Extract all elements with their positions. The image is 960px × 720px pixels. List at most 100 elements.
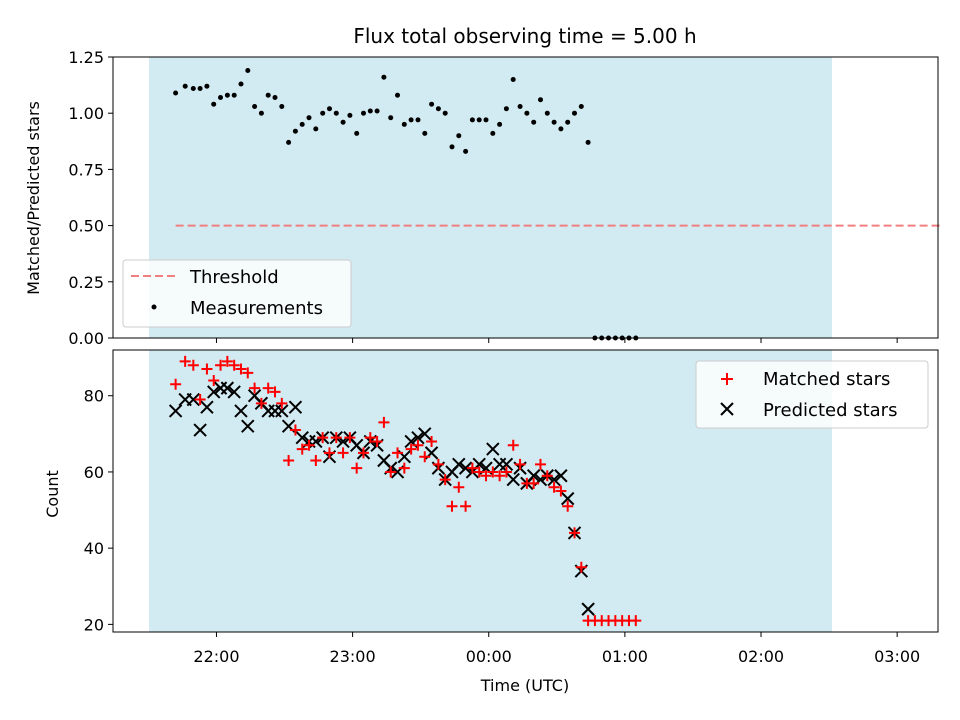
matched-legend-label: Matched stars bbox=[763, 369, 890, 390]
measurement-point bbox=[299, 121, 305, 127]
predicted-star-point bbox=[220, 381, 235, 395]
measurement-point bbox=[435, 106, 441, 112]
matched-star-point bbox=[630, 615, 642, 627]
matched-star-point bbox=[534, 458, 546, 470]
matched-star-point bbox=[351, 462, 363, 474]
predicted-star-point bbox=[581, 602, 595, 616]
measurement-point bbox=[538, 97, 543, 103]
matched-star-point bbox=[228, 359, 240, 371]
matched-star-point bbox=[392, 447, 404, 459]
predicted-star-point bbox=[411, 430, 425, 445]
measurement-point bbox=[279, 104, 285, 109]
top-legend-box bbox=[122, 259, 352, 328]
predicted-star-point bbox=[200, 400, 214, 414]
measurement-point bbox=[190, 86, 196, 91]
measurement-point bbox=[272, 95, 278, 100]
measurement-point bbox=[442, 110, 448, 116]
predicted-star-point bbox=[288, 400, 303, 414]
top-y-axis-label: Matched/Predicted stars bbox=[24, 101, 43, 295]
measurement-point bbox=[204, 83, 210, 89]
measurement-point bbox=[524, 110, 530, 116]
matched-star-point bbox=[500, 466, 512, 478]
measurement-point bbox=[388, 115, 394, 121]
matched-star-point bbox=[541, 470, 553, 482]
predicted-star-point bbox=[207, 385, 221, 399]
measurement-point bbox=[422, 130, 428, 136]
predicted-star-point bbox=[227, 385, 241, 399]
matched-star-point bbox=[194, 394, 206, 406]
measurement-point bbox=[306, 115, 312, 121]
measurement-point bbox=[367, 108, 373, 114]
matched-star-point bbox=[398, 462, 410, 474]
matched-star-point bbox=[569, 527, 581, 539]
matched-star-point bbox=[296, 443, 308, 455]
matched-star-point bbox=[303, 439, 315, 451]
measurement-point bbox=[381, 74, 387, 80]
predicted-star-point bbox=[418, 427, 432, 441]
matched-star-point bbox=[426, 435, 438, 447]
matched-star-point bbox=[249, 382, 261, 394]
predicted-star-point bbox=[486, 442, 500, 456]
matched-star-point bbox=[507, 439, 519, 451]
matched-star-point bbox=[344, 432, 356, 444]
predicted-star-point bbox=[554, 469, 568, 483]
matched-star-point bbox=[548, 481, 560, 493]
matched-star-point bbox=[289, 424, 301, 436]
measurement-point bbox=[197, 86, 203, 91]
matched-star-point bbox=[439, 474, 451, 486]
measurement-point bbox=[429, 101, 435, 107]
measurements-legend-label: Measurements bbox=[190, 298, 323, 319]
measurement-point bbox=[347, 112, 353, 118]
matched-star-point bbox=[432, 458, 444, 470]
matched-star-point bbox=[201, 363, 213, 375]
predicted-legend-marker bbox=[720, 402, 734, 416]
matched-star-point bbox=[317, 432, 329, 444]
matched-star-point bbox=[310, 455, 322, 467]
matched-star-point bbox=[276, 397, 288, 409]
measurement-point bbox=[252, 104, 258, 109]
measurement-point bbox=[320, 110, 326, 116]
measurement-point bbox=[544, 110, 550, 116]
measurement-point bbox=[551, 119, 557, 125]
measurement-point bbox=[483, 117, 489, 123]
top-y-tick-label: 1.00 bbox=[68, 104, 104, 123]
measurement-point bbox=[408, 117, 414, 123]
predicted-star-point bbox=[506, 472, 520, 487]
top-panel: 0.00 0.25 0.50 0.75 1.00 1.25 Flux total obse… bbox=[24, 24, 943, 348]
measurement-point bbox=[585, 139, 591, 145]
top-x-ticks bbox=[215, 338, 898, 343]
measurement-point bbox=[224, 92, 230, 98]
bottom-x-axis-label: Time (UTC) bbox=[480, 676, 569, 695]
matched-star-point bbox=[480, 470, 492, 482]
measurement-point bbox=[354, 130, 360, 136]
bottom-axes-frame bbox=[112, 349, 939, 633]
matched-star-point bbox=[528, 477, 540, 489]
measurement-point bbox=[415, 117, 421, 123]
measurement-point bbox=[476, 117, 482, 123]
matched-legend-marker bbox=[721, 373, 733, 385]
matched-star-point bbox=[208, 374, 220, 386]
predicted-star-point bbox=[458, 461, 473, 475]
matched-star-point bbox=[235, 363, 247, 375]
bottom-x-tick-label: 22:00 bbox=[193, 647, 239, 666]
predicted-star-point bbox=[295, 430, 309, 445]
matched-star-point bbox=[412, 439, 424, 451]
matched-star-point bbox=[262, 382, 274, 394]
measurement-point bbox=[510, 77, 516, 82]
measurement-point bbox=[531, 119, 537, 125]
matched-star-point bbox=[405, 443, 417, 455]
top-axes-frame bbox=[112, 56, 939, 339]
matched-star-point bbox=[242, 367, 254, 379]
matched-star-point bbox=[330, 432, 342, 444]
matched-star-point bbox=[378, 416, 390, 428]
measurement-point bbox=[258, 110, 264, 116]
matched-star-point bbox=[385, 466, 397, 478]
top-marks bbox=[173, 68, 943, 341]
matched-star-point bbox=[255, 397, 267, 409]
matched-star-point bbox=[514, 458, 526, 470]
measurement-point bbox=[333, 110, 339, 116]
predicted-star-point bbox=[241, 419, 255, 433]
bottom-y-ticks: 20 40 60 80 bbox=[84, 387, 113, 634]
measurement-point bbox=[218, 95, 223, 100]
